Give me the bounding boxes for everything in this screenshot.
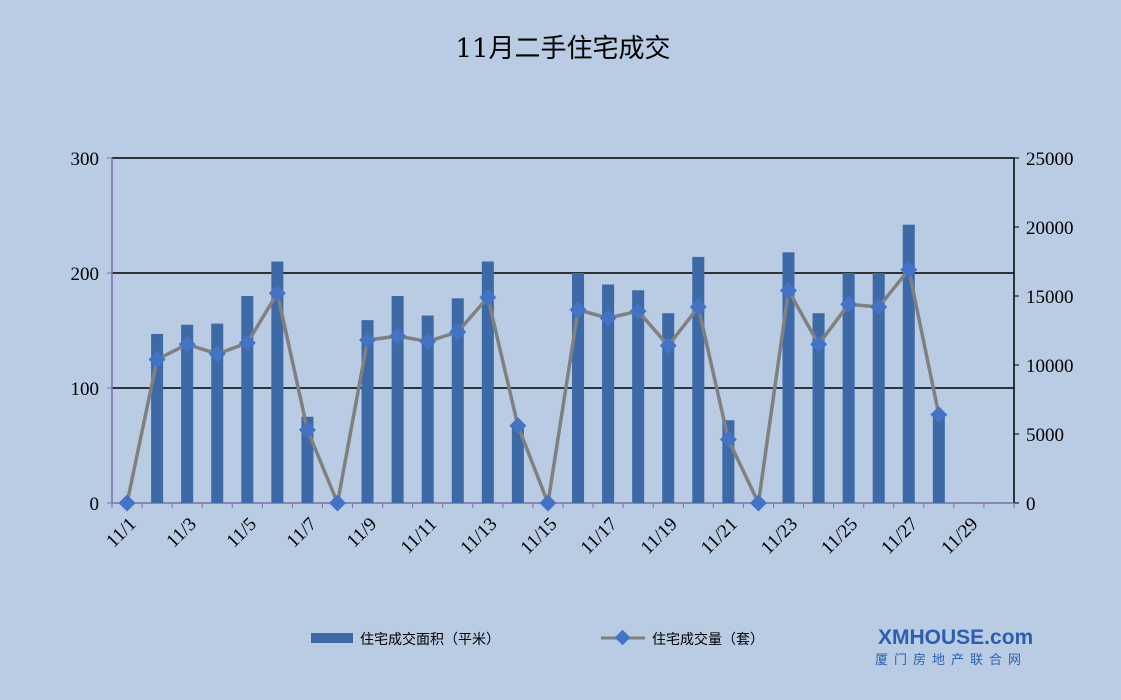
y-left-tick-label: 200	[71, 264, 100, 285]
bar	[511, 424, 524, 503]
line-point	[689, 298, 707, 316]
bar	[602, 284, 615, 503]
line-point	[298, 421, 316, 439]
line-point	[359, 331, 377, 349]
line-point	[208, 345, 226, 363]
bar	[181, 324, 194, 503]
x-tick-label: 11/21	[697, 514, 742, 559]
x-tick-label: 11/27	[877, 514, 922, 559]
line-point	[148, 350, 166, 368]
y-right-tick-label: 0	[1026, 494, 1036, 515]
line-point	[329, 494, 346, 512]
bar	[211, 323, 224, 503]
x-tick-label: 11/7	[283, 514, 321, 552]
line-point	[780, 281, 797, 299]
x-tick-label: 11/15	[517, 514, 562, 559]
y-right-tick-label: 20000	[1026, 218, 1074, 239]
line-point	[930, 406, 948, 424]
line-point	[389, 327, 407, 345]
line-point	[870, 298, 888, 316]
x-tick-label: 11/13	[456, 514, 501, 559]
y-left-tick-label: 300	[71, 149, 100, 170]
line-point	[810, 335, 828, 353]
line-point	[479, 288, 497, 306]
line-point	[178, 335, 196, 353]
y-right-tick-label: 15000	[1026, 287, 1074, 308]
y-left-tick-label: 0	[90, 494, 100, 515]
line-point	[659, 337, 677, 355]
bar	[421, 315, 434, 503]
logo-wordmark: XMHOUSE.com	[878, 626, 1033, 649]
x-tick-label: 11/1	[102, 514, 140, 552]
line-point	[900, 261, 918, 279]
bar	[271, 261, 284, 503]
bar	[842, 273, 855, 503]
x-tick-label: 11/23	[757, 514, 802, 559]
legend-marker-count	[614, 629, 631, 646]
line-point	[539, 494, 557, 512]
legend-swatch-area	[311, 633, 353, 643]
bar	[692, 256, 705, 503]
bar	[481, 261, 494, 503]
x-tick-label: 11/25	[817, 514, 862, 559]
line-point	[840, 295, 858, 313]
legend-label-area: 住宅成交面积（平米）	[360, 631, 500, 648]
bar	[902, 224, 915, 503]
line-point	[419, 333, 437, 351]
site-logo: XMHOUSE.com 厦门房地产联合网	[875, 626, 1033, 668]
y-right-tick-label: 25000	[1026, 149, 1074, 170]
line-point	[118, 494, 136, 512]
x-tick-label: 11/5	[223, 514, 261, 552]
bar	[391, 296, 404, 503]
line-point	[449, 323, 467, 341]
bar	[812, 313, 825, 503]
line-point	[268, 284, 286, 302]
line-point	[749, 494, 767, 512]
legend: 住宅成交面积（平米） 住宅成交量（套）	[311, 629, 764, 648]
logo-subtitle: 厦门房地产联合网	[875, 652, 1027, 668]
bar	[932, 413, 945, 503]
y-right-tick-label: 5000	[1026, 425, 1064, 446]
x-tick-label: 11/9	[343, 514, 381, 552]
bar	[241, 296, 254, 503]
legend-label-count: 住宅成交量（套）	[652, 631, 764, 648]
x-tick-label: 11/29	[937, 514, 982, 559]
y-left-tick-label: 100	[71, 379, 100, 400]
line-point	[719, 431, 737, 449]
bar	[451, 298, 464, 503]
x-tick-label: 11/11	[397, 514, 441, 558]
bar	[632, 290, 645, 503]
line-point	[599, 309, 617, 327]
x-tick-label: 11/19	[637, 514, 682, 559]
y-right-tick-label: 10000	[1026, 356, 1074, 377]
series-line	[125, 268, 941, 505]
x-tick-label: 11/3	[162, 514, 200, 552]
line-point	[238, 334, 256, 352]
bar	[662, 313, 675, 503]
x-tick-label: 11/17	[577, 514, 622, 559]
chart-title: 11月二手住宅成交	[455, 34, 670, 64]
line-point	[569, 301, 587, 319]
bar	[872, 273, 885, 503]
line-point	[629, 302, 647, 320]
